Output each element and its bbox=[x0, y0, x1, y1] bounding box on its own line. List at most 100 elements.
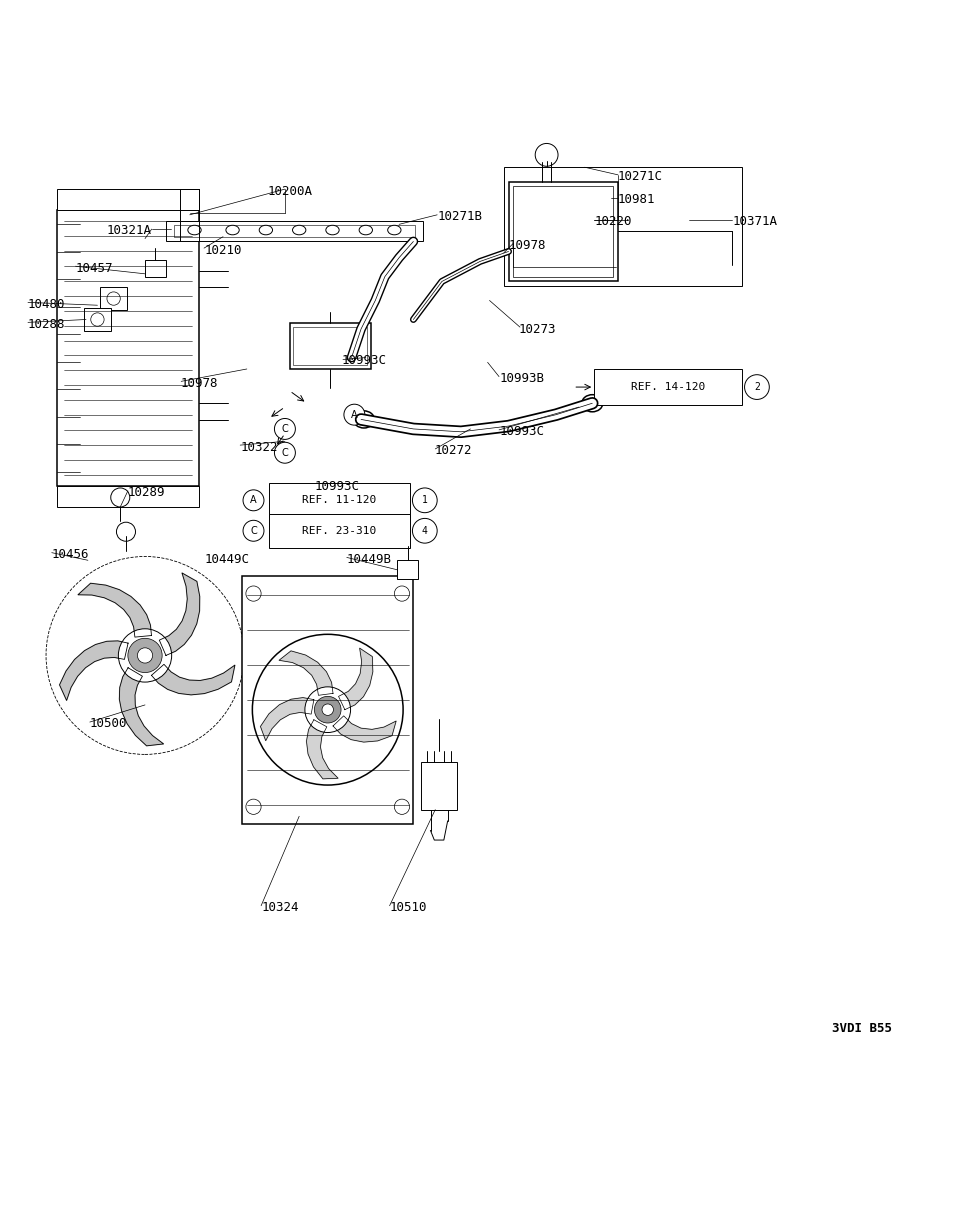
Text: 10449C: 10449C bbox=[204, 553, 249, 566]
Text: 10449B: 10449B bbox=[347, 553, 392, 566]
Bar bbox=[84, 309, 110, 330]
Bar bbox=[174, 225, 416, 237]
Bar bbox=[57, 211, 200, 486]
Polygon shape bbox=[119, 668, 163, 745]
Text: 10978: 10978 bbox=[509, 238, 546, 252]
Text: 3VDI B55: 3VDI B55 bbox=[832, 1022, 892, 1035]
Circle shape bbox=[246, 799, 261, 814]
Text: 10993C: 10993C bbox=[499, 425, 544, 438]
Bar bbox=[509, 182, 618, 282]
Ellipse shape bbox=[359, 225, 372, 235]
Text: 10289: 10289 bbox=[128, 486, 165, 500]
Ellipse shape bbox=[226, 225, 239, 235]
Bar bbox=[514, 186, 613, 277]
Circle shape bbox=[243, 520, 264, 541]
Bar bbox=[269, 483, 410, 518]
Bar bbox=[57, 486, 200, 507]
Bar bbox=[242, 576, 414, 824]
Circle shape bbox=[395, 586, 410, 601]
Ellipse shape bbox=[582, 394, 603, 411]
Text: 10271B: 10271B bbox=[437, 211, 482, 223]
Text: 10273: 10273 bbox=[518, 323, 556, 335]
Circle shape bbox=[413, 488, 437, 513]
Circle shape bbox=[275, 443, 296, 463]
Text: 10324: 10324 bbox=[261, 901, 299, 914]
Text: 10321A: 10321A bbox=[107, 225, 152, 237]
Text: 2: 2 bbox=[754, 382, 760, 392]
Text: 10993B: 10993B bbox=[499, 371, 544, 385]
Text: 10993C: 10993C bbox=[342, 353, 387, 367]
Text: 1: 1 bbox=[421, 495, 428, 506]
Circle shape bbox=[118, 629, 172, 682]
Text: 10272: 10272 bbox=[434, 444, 471, 457]
Circle shape bbox=[275, 419, 296, 439]
Circle shape bbox=[128, 639, 162, 673]
Text: 10271C: 10271C bbox=[618, 171, 663, 183]
Circle shape bbox=[246, 586, 261, 601]
Circle shape bbox=[305, 687, 350, 732]
Ellipse shape bbox=[325, 225, 339, 235]
Bar bbox=[166, 220, 423, 242]
Text: 10981: 10981 bbox=[618, 194, 656, 206]
Polygon shape bbox=[159, 574, 200, 656]
Bar bbox=[290, 323, 371, 369]
Text: 4: 4 bbox=[421, 526, 428, 536]
Text: A: A bbox=[251, 495, 257, 506]
Ellipse shape bbox=[293, 225, 306, 235]
Text: 10220: 10220 bbox=[594, 215, 632, 227]
Ellipse shape bbox=[388, 225, 401, 235]
Text: REF. 11-120: REF. 11-120 bbox=[302, 495, 376, 506]
Circle shape bbox=[116, 523, 135, 541]
Circle shape bbox=[110, 488, 130, 507]
Text: A: A bbox=[351, 410, 358, 420]
Bar bbox=[294, 327, 367, 365]
Text: 10480: 10480 bbox=[28, 298, 65, 311]
Polygon shape bbox=[152, 664, 235, 695]
Text: 10457: 10457 bbox=[76, 261, 113, 275]
Text: C: C bbox=[251, 526, 257, 536]
Circle shape bbox=[107, 292, 120, 305]
Circle shape bbox=[252, 634, 403, 785]
Text: REF. 23-310: REF. 23-310 bbox=[302, 526, 376, 536]
Bar bbox=[504, 167, 742, 287]
Circle shape bbox=[344, 404, 365, 425]
Circle shape bbox=[243, 490, 264, 511]
Polygon shape bbox=[78, 583, 152, 638]
Text: REF. 14-120: REF. 14-120 bbox=[631, 382, 705, 392]
Text: 10456: 10456 bbox=[52, 548, 89, 561]
Circle shape bbox=[322, 704, 333, 715]
Bar bbox=[421, 762, 457, 809]
Text: 10510: 10510 bbox=[390, 901, 427, 914]
Text: C: C bbox=[281, 448, 288, 457]
Ellipse shape bbox=[188, 225, 202, 235]
Circle shape bbox=[395, 799, 410, 814]
Text: 10500: 10500 bbox=[90, 718, 128, 731]
Polygon shape bbox=[60, 641, 128, 701]
Circle shape bbox=[137, 647, 153, 663]
Text: 10210: 10210 bbox=[204, 243, 242, 257]
Text: C: C bbox=[281, 424, 288, 434]
Polygon shape bbox=[333, 716, 396, 742]
Ellipse shape bbox=[353, 411, 374, 428]
Bar bbox=[100, 287, 127, 310]
Polygon shape bbox=[279, 651, 333, 696]
Bar bbox=[269, 513, 410, 548]
Bar bbox=[145, 260, 166, 277]
Text: 10200A: 10200A bbox=[267, 185, 312, 197]
Polygon shape bbox=[260, 698, 314, 741]
Polygon shape bbox=[306, 720, 338, 779]
Circle shape bbox=[745, 375, 769, 399]
Text: 10978: 10978 bbox=[180, 376, 218, 390]
Bar bbox=[594, 369, 742, 405]
Circle shape bbox=[315, 697, 341, 724]
Circle shape bbox=[413, 518, 437, 543]
Text: 10371A: 10371A bbox=[732, 215, 778, 227]
Circle shape bbox=[535, 144, 558, 166]
Bar bbox=[397, 560, 419, 580]
Text: 10288: 10288 bbox=[28, 318, 65, 330]
Circle shape bbox=[91, 313, 104, 327]
Text: 10322: 10322 bbox=[240, 440, 277, 454]
Bar bbox=[57, 189, 200, 211]
Text: 10993C: 10993C bbox=[315, 479, 360, 492]
Ellipse shape bbox=[259, 225, 273, 235]
